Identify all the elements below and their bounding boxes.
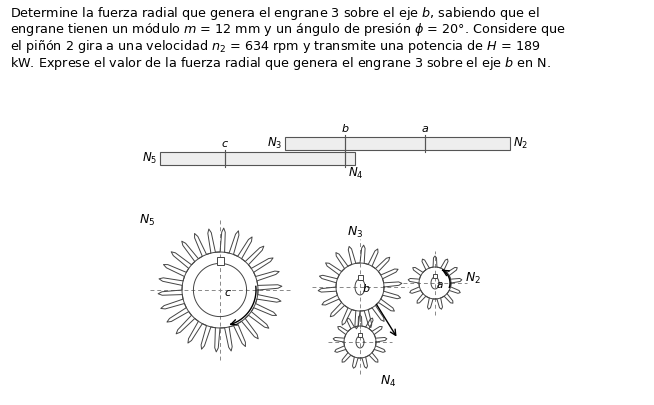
Text: $N_3$: $N_3$ [267, 136, 282, 151]
Text: c: c [224, 288, 230, 298]
Text: $N_2$: $N_2$ [465, 271, 481, 286]
Text: $N_4$: $N_4$ [380, 374, 396, 389]
Bar [285, 137, 510, 150]
Text: $N_5$: $N_5$ [139, 213, 155, 228]
Text: el piñón 2 gira a una velocidad $n_2$ = 634 rpm y transmite una potencia de $H$ : el piñón 2 gira a una velocidad $n_2$ = … [10, 38, 541, 55]
Text: $N_4$: $N_4$ [348, 166, 364, 181]
Text: $N_3$: $N_3$ [347, 225, 363, 240]
Text: engrane tienen un módulo $m$ = 12 mm y un ángulo de presión $\phi$ = 20°. Consid: engrane tienen un módulo $m$ = 12 mm y u… [10, 21, 566, 38]
Text: c: c [222, 139, 228, 149]
Text: a: a [437, 280, 443, 290]
Bar [358, 275, 362, 280]
Text: $N_5$: $N_5$ [142, 151, 157, 166]
Text: a: a [422, 124, 428, 134]
Text: kW. Exprese el valor de la fuerza radial que genera el engrane 3 sobre el eje $b: kW. Exprese el valor de la fuerza radial… [10, 55, 551, 72]
Text: $N_2$: $N_2$ [513, 136, 528, 151]
Text: b: b [363, 284, 370, 294]
Bar [216, 258, 224, 265]
Bar [433, 274, 437, 278]
Text: Determine la fuerza radial que genera el engrane 3 sobre el eje $b$, sabiendo qu: Determine la fuerza radial que genera el… [10, 5, 540, 22]
Bar [160, 152, 355, 165]
Text: b: b [341, 124, 349, 134]
Bar [358, 333, 362, 337]
